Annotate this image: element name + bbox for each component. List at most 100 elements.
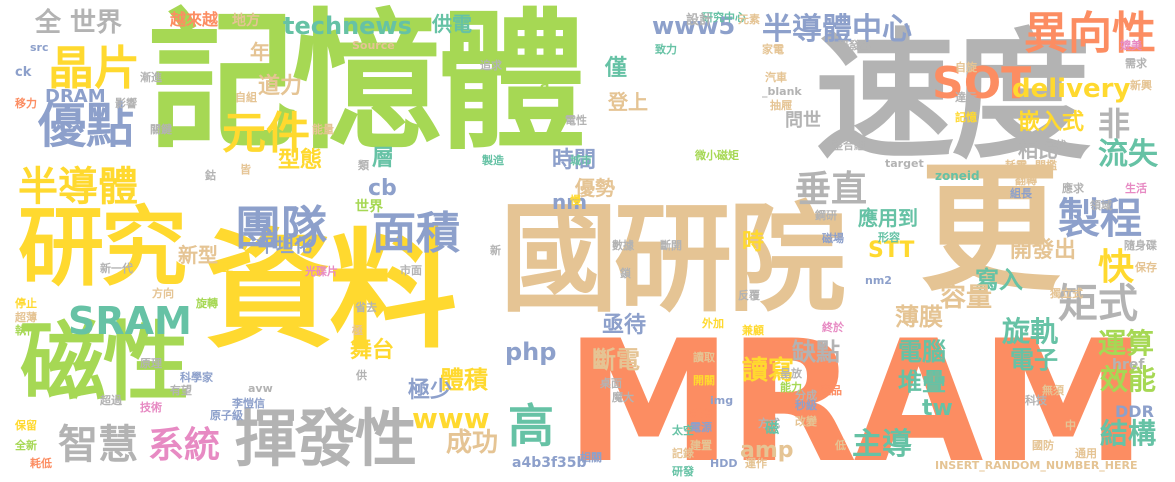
word-need: 需求 xyxy=(1125,57,1147,70)
word-edge: 優勢 xyxy=(575,176,615,200)
word-omit: 省去 xyxy=(355,301,377,314)
word-ability: 能力 xyxy=(780,381,802,394)
word-target: target xyxy=(885,157,924,170)
word-only: 僅 xyxy=(605,56,628,81)
word-atomic: 原子級 xyxy=(210,409,243,422)
word-middle: 中 xyxy=(1065,419,1076,432)
word-research: 研究 xyxy=(18,198,187,298)
word-no-need: 無須 xyxy=(1042,384,1064,397)
word-memory-small: 記憶 xyxy=(955,111,977,124)
word-whole-world: 全 世界 xyxy=(35,8,123,38)
word-general: 通用 xyxy=(1075,447,1097,460)
word-cobalt: 鈷 xyxy=(205,169,216,182)
word-sram: SRAM xyxy=(68,299,192,343)
word-dram: DRAM xyxy=(45,86,106,107)
word-ddr: DDR xyxy=(1115,402,1154,421)
word-product: 產品 xyxy=(820,384,842,397)
word-amp: amp xyxy=(740,438,794,463)
word-retain: 保留 xyxy=(15,419,37,432)
word-appliance: 家電 xyxy=(762,43,784,56)
word-component: 元件 xyxy=(222,108,310,159)
word-matrix: 矩式 xyxy=(1058,281,1138,327)
word-magnet: 磁 xyxy=(765,421,779,437)
word-execute: 執行 xyxy=(15,324,37,337)
word-search: 尋找 xyxy=(1045,139,1067,152)
word-blank: _blank xyxy=(762,85,802,98)
word-stack: 堆疊 xyxy=(898,368,946,396)
word-balance: 兼顧 xyxy=(742,324,764,337)
word-li-kaixin: 李愷信 xyxy=(232,397,265,410)
word-fast: 快 xyxy=(1098,247,1135,288)
word-loss: 流失 xyxy=(1098,137,1158,172)
word-ultra-thin: 超薄 xyxy=(15,311,37,324)
word-flip: 翻轉 xyxy=(1015,174,1037,187)
word-switch: 開關 xyxy=(693,374,715,387)
word-world: 世界 xyxy=(355,199,383,215)
word-stage: 舞台 xyxy=(350,338,395,363)
word-magnetic-field: 磁場 xyxy=(822,232,844,245)
word-city: 城市 xyxy=(570,154,592,167)
word-gradual: 漸進 xyxy=(140,71,162,84)
word-www: www xyxy=(412,402,490,435)
word-hdd: HDD xyxy=(710,457,738,470)
word-manufacture: 製造 xyxy=(482,154,504,167)
word-place: 地方 xyxy=(232,13,260,29)
word-volatility: 揮發性 xyxy=(235,402,417,475)
word-record: 記錄 xyxy=(672,447,694,460)
word-hash: a4b3f35b xyxy=(512,455,587,471)
word-magnetism: 磁性 xyxy=(20,313,189,413)
word-urgent: 亟待 xyxy=(602,313,647,338)
word-embedded: 嵌入式 xyxy=(1018,110,1085,135)
word-shift: 移力 xyxy=(15,97,37,110)
word-element: 元素 xyxy=(738,13,760,26)
word-team: 團隊 xyxy=(235,201,327,255)
word-stop: 停止 xyxy=(15,297,37,310)
word-debut: 問世 xyxy=(785,110,821,131)
word-direction: 方向 xyxy=(152,287,174,300)
word-pursue: 追求 xyxy=(480,59,502,72)
word-demand: 應求 xyxy=(1062,182,1084,195)
word-integration-group: 整合組 xyxy=(832,139,865,152)
word-positive: 正 xyxy=(222,261,233,274)
word-rare: 極少 xyxy=(408,378,453,403)
word-next-gen: 新一代 xyxy=(100,262,133,275)
word-read-write: 讀寫 xyxy=(742,356,795,386)
word-build: 建置 xyxy=(690,439,712,452)
word-self-group: 自組 xyxy=(235,91,257,104)
word-threshold: 門檻 xyxy=(1035,159,1057,172)
word-spin-orbit: 旋軌 xyxy=(1002,315,1059,348)
word-php: php xyxy=(505,338,557,366)
word-reach: 達示 xyxy=(955,91,977,104)
word-anisotropy: 異向性 xyxy=(1024,8,1156,59)
word-area: 面積 xyxy=(372,208,460,259)
word-rival: 媲美 xyxy=(1120,39,1142,52)
word-tw: tw xyxy=(922,396,953,421)
word-life: 生活 xyxy=(1125,182,1147,195)
word-computer: 電腦 xyxy=(898,338,946,366)
word-read: 讀取 xyxy=(693,351,715,364)
word-standalone: 獨立式 xyxy=(1050,287,1083,300)
word-layer: 層 xyxy=(372,146,395,171)
word-efficiency: 效能 xyxy=(1100,363,1157,396)
word-emerging: 新興 xyxy=(1130,79,1152,92)
word-divide: 分成 xyxy=(795,389,817,402)
word-defense: 國防 xyxy=(1032,439,1054,452)
word-stt: STT xyxy=(868,238,915,263)
word-more: 更 xyxy=(920,148,1061,311)
word-finally: 終於 xyxy=(822,321,844,334)
word-data: 資料 xyxy=(205,217,457,366)
word-semicon-center: 半導體中心 xyxy=(762,12,912,47)
word-dedicate: 致力 xyxy=(655,43,677,56)
word-insert-number: INSERT_RANDOM_NUMBER_HERE xyxy=(935,459,1138,472)
word-research-center: 研究中心 xyxy=(702,11,746,24)
word-cb: cb xyxy=(368,176,397,201)
word-volume: 體積 xyxy=(440,366,488,394)
word-usb-drive: 隨身碟 xyxy=(1124,239,1157,252)
word-nm2: nm2 xyxy=(865,274,892,287)
word-success: 成功 xyxy=(446,428,499,458)
word-thin-film: 薄膜 xyxy=(895,303,943,331)
word-electronic: 電子 xyxy=(1010,346,1058,374)
word-year: 年 xyxy=(250,40,270,64)
word-when: 時 xyxy=(742,230,765,255)
word-low-power: 耗低 xyxy=(30,457,52,470)
